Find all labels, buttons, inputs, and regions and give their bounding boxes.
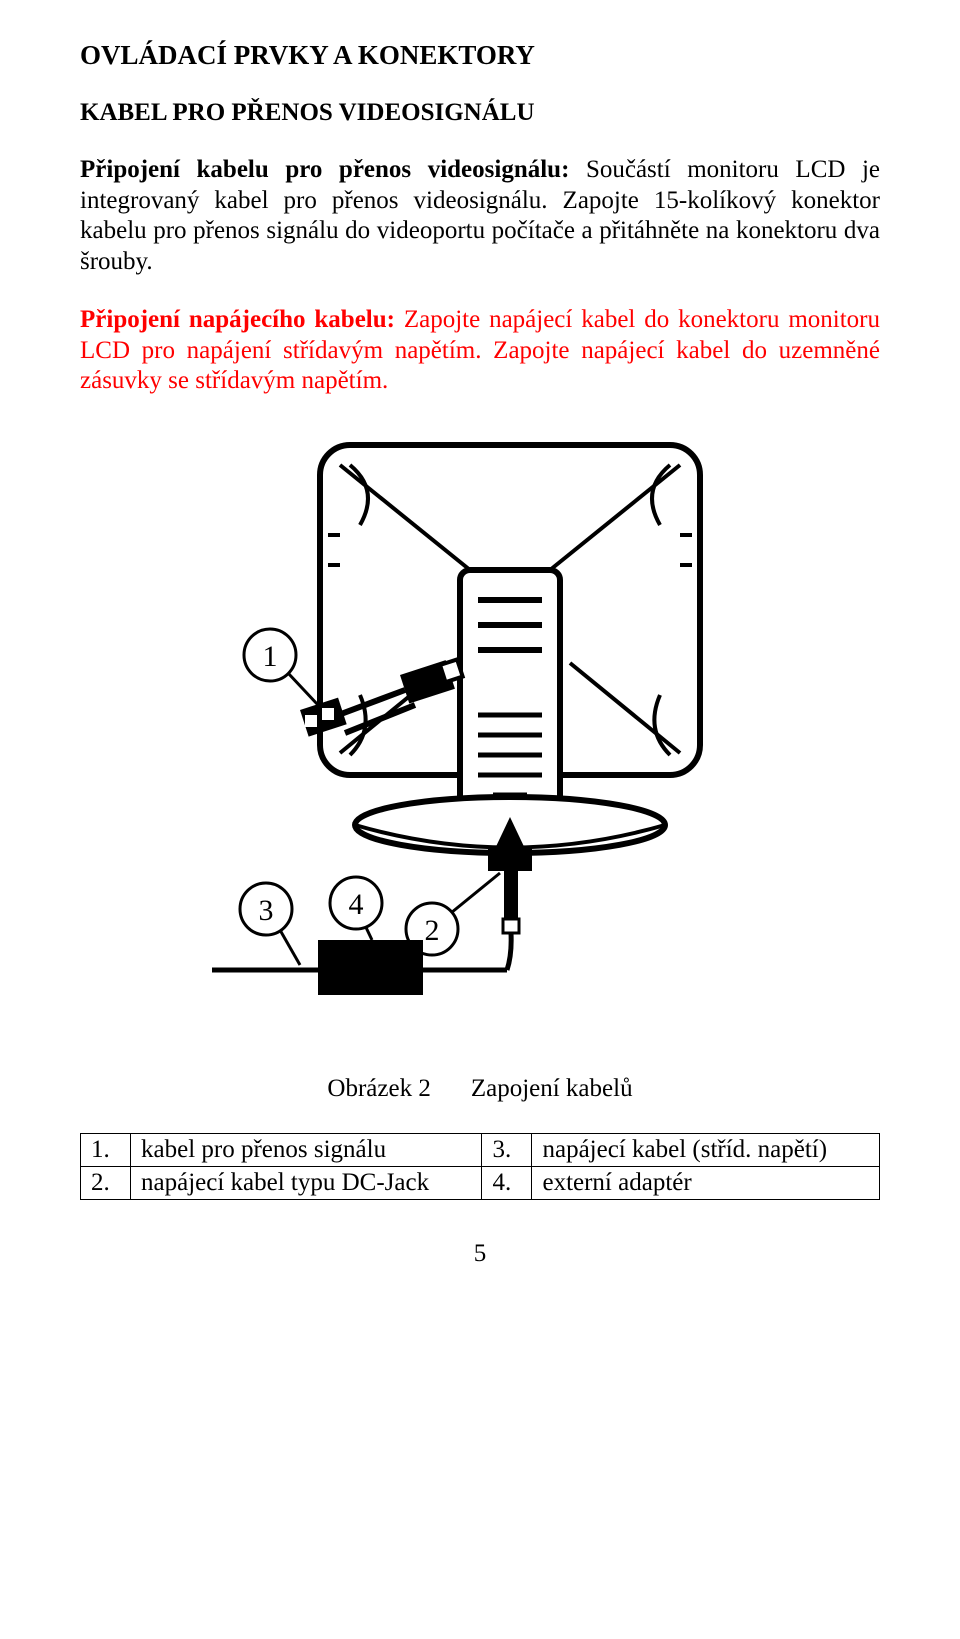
legend-num: 4. xyxy=(482,1166,532,1199)
legend-text: kabel pro přenos signálu xyxy=(131,1133,482,1166)
figure-caption-number: Obrázek 2 xyxy=(327,1075,430,1102)
legend-num: 1. xyxy=(81,1133,131,1166)
page-number: 5 xyxy=(80,1240,880,1268)
legend-num: 2. xyxy=(81,1166,131,1199)
svg-text:3: 3 xyxy=(259,894,274,927)
figure-caption-text: Zapojení kabelů xyxy=(471,1075,633,1102)
legend-text: napájecí kabel typu DC-Jack xyxy=(131,1166,482,1199)
monitor-diagram-icon: 1 2 3 4 xyxy=(200,425,760,1055)
legend-text: externí adaptér xyxy=(532,1166,880,1199)
paragraph-lead: Připojení napájecího kabelu: xyxy=(80,306,395,333)
page-title: OVLÁDACÍ PRVKY A KONEKTORY xyxy=(80,40,880,71)
legend-num: 3. xyxy=(482,1133,532,1166)
table-row: 2. napájecí kabel typu DC-Jack 4. extern… xyxy=(81,1166,880,1199)
paragraph-lead: Připojení kabelu pro přenos videosignálu… xyxy=(80,156,569,183)
paragraph-power-cable: Připojení napájecího kabelu: Zapojte nap… xyxy=(80,305,880,397)
section-title: KABEL PRO PŘENOS VIDEOSIGNÁLU xyxy=(80,99,880,127)
table-row: 1. kabel pro přenos signálu 3. napájecí … xyxy=(81,1133,880,1166)
legend-text: napájecí kabel (stříd. napětí) xyxy=(532,1133,880,1166)
svg-text:2: 2 xyxy=(425,914,440,947)
svg-text:1: 1 xyxy=(263,640,278,673)
figure-caption: Obrázek 2 Zapojení kabelů xyxy=(80,1075,880,1103)
figure-cable-connections: 1 2 3 4 Obrázek 2 Zapojení kabelů xyxy=(80,425,880,1103)
figure-legend-table: 1. kabel pro přenos signálu 3. napájecí … xyxy=(80,1133,880,1200)
svg-text:4: 4 xyxy=(349,888,364,921)
paragraph-signal-cable: Připojení kabelu pro přenos videosignálu… xyxy=(80,155,880,277)
